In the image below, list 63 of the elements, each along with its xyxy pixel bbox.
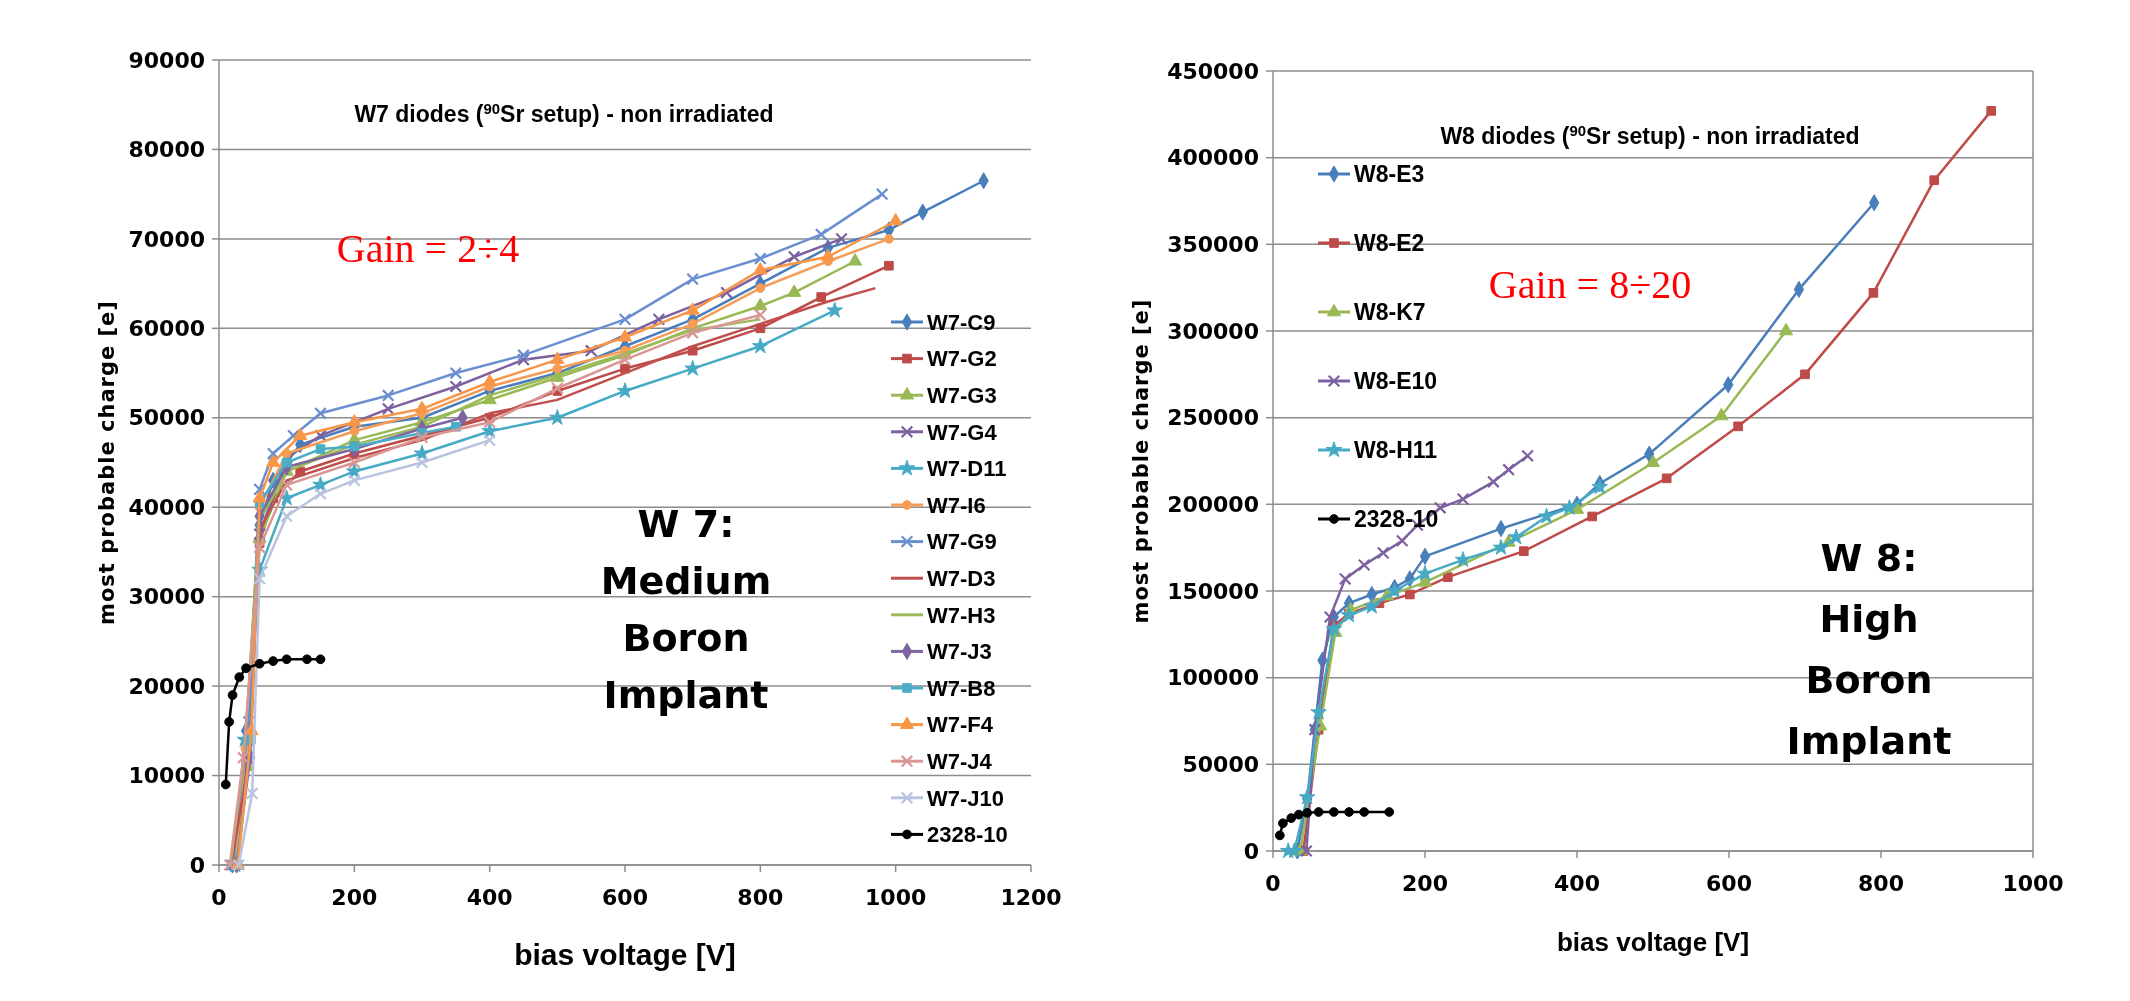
y-tick-label: 200000 bbox=[1167, 492, 1259, 518]
annotation: Gain = 8÷20 bbox=[1488, 262, 1692, 307]
y-axis-title: most probable charge [e] bbox=[95, 300, 119, 625]
y-tick-label: 150000 bbox=[1167, 578, 1259, 604]
legend-label: W7-D3 bbox=[927, 565, 996, 591]
y-tick-label: 10000 bbox=[128, 763, 205, 789]
legend-label: 2328-10 bbox=[927, 822, 1008, 848]
legend-label: W8-K7 bbox=[1354, 299, 1426, 326]
legend-label: W8-E3 bbox=[1354, 161, 1425, 188]
x-tick-label: 600 bbox=[1706, 871, 1752, 896]
y-tick-label: 250000 bbox=[1167, 405, 1259, 431]
y-tick-label: 50000 bbox=[1182, 752, 1259, 778]
y-tick-label: 350000 bbox=[1167, 232, 1259, 258]
x-axis-title: bias voltage [V] bbox=[1556, 927, 1750, 957]
legend-label: W7-J10 bbox=[927, 785, 1005, 811]
y-tick-label: 30000 bbox=[128, 584, 205, 610]
x-tick-label: 800 bbox=[737, 885, 784, 910]
x-tick-label: 1200 bbox=[1000, 885, 1062, 910]
legend-label: W7-G3 bbox=[927, 382, 997, 408]
y-tick-label: 100000 bbox=[1167, 665, 1259, 691]
x-tick-label: 200 bbox=[331, 885, 378, 910]
x-tick-label: 0 bbox=[1265, 871, 1281, 896]
y-tick-label: 90000 bbox=[128, 47, 205, 73]
x-tick-label: 600 bbox=[602, 885, 648, 910]
legend-label: W8-H11 bbox=[1354, 437, 1438, 464]
legend-label: W7-D11 bbox=[927, 456, 1007, 482]
legend-label: W7-H3 bbox=[927, 602, 996, 628]
legend-label: W8-E10 bbox=[1354, 368, 1438, 395]
legend-label: W7-G9 bbox=[927, 529, 997, 555]
legend-label: W7-I6 bbox=[927, 492, 986, 518]
y-tick-label: 70000 bbox=[128, 226, 205, 252]
annotation: Gain = 2÷4 bbox=[336, 226, 520, 271]
legend-label: W7-F4 bbox=[927, 712, 994, 738]
legend-label: W7-C9 bbox=[927, 309, 996, 335]
y-tick-label: 450000 bbox=[1167, 58, 1259, 84]
x-tick-label: 1000 bbox=[865, 885, 927, 910]
y-tick-label: 0 bbox=[189, 852, 205, 878]
x-tick-label: 400 bbox=[1554, 871, 1600, 896]
y-tick-label: 20000 bbox=[128, 673, 205, 699]
x-tick-label: 800 bbox=[1858, 871, 1904, 896]
y-tick-label: 0 bbox=[1243, 838, 1259, 864]
text: W7 diodes ($^{90}$Sr setup) - non irradiated bbox=[354, 99, 774, 127]
x-tick-label: 200 bbox=[1402, 871, 1448, 896]
legend-label: W7-G4 bbox=[927, 419, 998, 445]
annotation: W 7: Medium Boron Implant bbox=[600, 502, 772, 717]
y-tick-label: 60000 bbox=[128, 316, 205, 342]
annotation: W 8: High Boron Implant bbox=[1786, 536, 1952, 763]
y-tick-label: 80000 bbox=[128, 137, 205, 163]
legend-label: W7-B8 bbox=[927, 675, 996, 701]
y-tick-label: 300000 bbox=[1167, 318, 1259, 344]
legend-label: W7-J4 bbox=[927, 748, 993, 774]
y-axis-title: most probable charge [e] bbox=[1129, 298, 1153, 624]
y-tick-label: 40000 bbox=[128, 494, 205, 520]
y-tick-label: 400000 bbox=[1167, 145, 1259, 171]
y-tick-label: 50000 bbox=[128, 405, 205, 431]
x-tick-label: 400 bbox=[466, 885, 513, 910]
legend-label: W7-J3 bbox=[927, 639, 992, 665]
legend-label: W8-E2 bbox=[1354, 230, 1425, 257]
x-axis-title: bias voltage [V] bbox=[514, 938, 736, 971]
x-tick-label: 0 bbox=[211, 885, 227, 910]
text: W8 diodes ($^{90}$Sr setup) - non irradiated bbox=[1440, 121, 1860, 149]
x-tick-label: 1000 bbox=[2002, 871, 2064, 896]
legend-label: W7-G2 bbox=[927, 346, 997, 372]
